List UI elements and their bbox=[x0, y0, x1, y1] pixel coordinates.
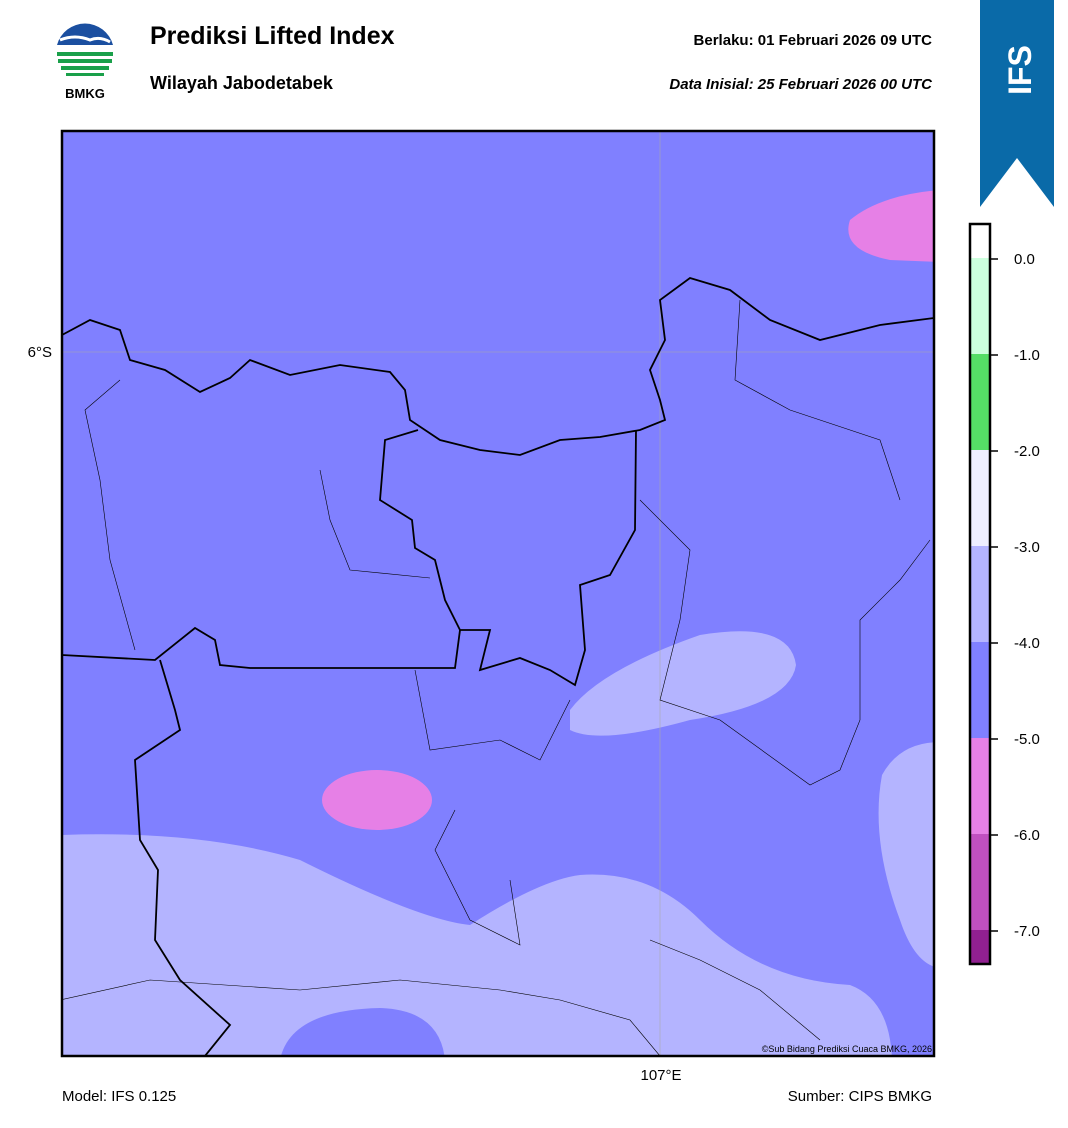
title: Prediksi Lifted Index bbox=[150, 22, 395, 50]
valid-time: Berlaku: 01 Februari 2026 09 UTC bbox=[694, 32, 933, 49]
colorbar-segment bbox=[970, 354, 990, 450]
lon-label: 107°E bbox=[640, 1067, 681, 1084]
logo: BMKG bbox=[55, 23, 115, 101]
colorbar: 0.0 -1.0 -2.0 -3.0 -4.0 -5.0 -6.0 -7.0 bbox=[968, 222, 1040, 966]
map-frame bbox=[60, 129, 936, 1058]
colorbar-label: -3.0 bbox=[1014, 539, 1040, 556]
colorbar-segment bbox=[970, 738, 990, 834]
init-time: Data Inisial: 25 Februari 2026 00 UTC bbox=[669, 76, 933, 93]
colorbar-label: -2.0 bbox=[1014, 443, 1040, 460]
colorbar-frame bbox=[968, 222, 992, 966]
subtitle: Wilayah Jabodetabek bbox=[150, 73, 334, 93]
footer-model: Model: IFS 0.125 bbox=[62, 1088, 176, 1105]
colorbar-label: -1.0 bbox=[1014, 347, 1040, 364]
colorbar-label: -6.0 bbox=[1014, 827, 1040, 844]
badge-text: IFS bbox=[1002, 45, 1038, 95]
colorbar-label: -5.0 bbox=[1014, 731, 1040, 748]
footer-source: Sumber: CIPS BMKG bbox=[788, 1088, 932, 1105]
colorbar-label: -4.0 bbox=[1014, 635, 1040, 652]
badge bbox=[980, 0, 1054, 207]
colorbar-segment bbox=[970, 224, 990, 258]
colorbar-label: 0.0 bbox=[1014, 251, 1035, 268]
colorbar-segment bbox=[970, 546, 990, 642]
logo-text: BMKG bbox=[65, 86, 105, 101]
colorbar-segment bbox=[970, 834, 990, 930]
lat-label: 6°S bbox=[28, 344, 52, 361]
colorbar-segment bbox=[970, 642, 990, 738]
map: ©Sub Bidang Prediksi Cuaca BMKG, 2026 bbox=[62, 131, 934, 1056]
colorbar-segment bbox=[970, 930, 990, 964]
colorbar-segment bbox=[970, 258, 990, 354]
credit: ©Sub Bidang Prediksi Cuaca BMKG, 2026 bbox=[762, 1044, 932, 1054]
colorbar-segment bbox=[970, 450, 990, 546]
colorbar-label: -7.0 bbox=[1014, 923, 1040, 940]
